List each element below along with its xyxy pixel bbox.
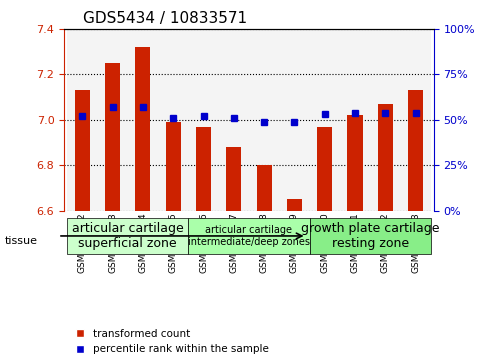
Bar <box>226 147 242 211</box>
Bar <box>196 127 211 211</box>
Bar <box>75 90 90 211</box>
Bar <box>166 122 181 211</box>
Bar <box>400 29 431 211</box>
Bar <box>98 29 128 211</box>
Bar <box>378 104 393 211</box>
Bar <box>340 29 370 211</box>
Legend: transformed count, percentile rank within the sample: transformed count, percentile rank withi… <box>70 329 269 354</box>
Bar <box>105 63 120 211</box>
FancyBboxPatch shape <box>67 218 188 254</box>
Bar <box>158 29 188 211</box>
Bar <box>249 29 279 211</box>
Text: articular cartilage
intermediate/deep zones: articular cartilage intermediate/deep zo… <box>188 225 310 247</box>
Text: articular cartilage
superficial zone: articular cartilage superficial zone <box>72 222 183 250</box>
Bar <box>128 29 158 211</box>
Bar <box>279 29 310 211</box>
Text: tissue: tissue <box>5 236 38 246</box>
Bar <box>219 29 249 211</box>
Bar <box>408 90 423 211</box>
Bar <box>370 29 400 211</box>
Bar <box>287 199 302 211</box>
Bar <box>256 165 272 211</box>
Text: GDS5434 / 10833571: GDS5434 / 10833571 <box>83 12 246 26</box>
Bar <box>67 29 98 211</box>
Bar <box>317 127 332 211</box>
Bar <box>135 47 150 211</box>
Text: growth plate cartilage
resting zone: growth plate cartilage resting zone <box>301 222 439 250</box>
Bar <box>310 29 340 211</box>
FancyBboxPatch shape <box>188 218 310 254</box>
FancyBboxPatch shape <box>310 218 431 254</box>
Bar <box>348 115 363 211</box>
Bar <box>188 29 219 211</box>
